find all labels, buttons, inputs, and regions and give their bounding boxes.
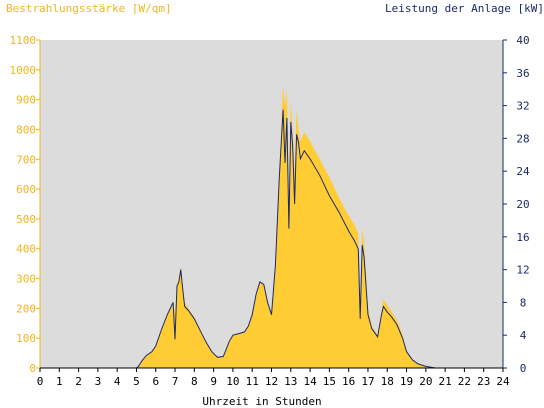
power-line (40, 109, 503, 369)
x-tick-label: 16 (342, 375, 355, 388)
x-tick-label: 20 (419, 375, 432, 388)
x-tick-label: 12 (265, 375, 278, 388)
x-tick-label: 22 (458, 375, 471, 388)
right-tick-label: 36 (516, 67, 529, 80)
left-tick-label: 1100 (10, 34, 37, 47)
x-tick-label: 11 (246, 375, 259, 388)
x-tick-label: 3 (95, 375, 102, 388)
left-tick-label: 100 (16, 332, 36, 345)
left-tick-label: 900 (16, 94, 36, 107)
left-tick-label: 200 (16, 302, 36, 315)
x-tick-label: 8 (191, 375, 198, 388)
left-tick-label: 400 (16, 243, 36, 256)
right-tick-label: 0 (520, 362, 527, 375)
left-tick-label: 1000 (10, 64, 37, 77)
right-tick-label: 32 (516, 100, 529, 113)
right-tick-label: 40 (516, 34, 529, 47)
x-tick-label: 0 (37, 375, 44, 388)
right-tick-label: 20 (516, 198, 529, 211)
x-tick-label: 21 (439, 375, 452, 388)
left-tick-label: 800 (16, 123, 36, 136)
x-tick-label: 19 (400, 375, 413, 388)
right-tick-label: 16 (516, 231, 529, 244)
right-tick-label: 8 (520, 296, 527, 309)
x-tick-label: 10 (226, 375, 239, 388)
right-tick-label: 12 (516, 264, 529, 277)
right-tick-label: 4 (520, 329, 527, 342)
left-tick-label: 600 (16, 183, 36, 196)
x-tick-label: 2 (75, 375, 82, 388)
left-tick-label: 500 (16, 213, 36, 226)
x-tick-label: 18 (381, 375, 394, 388)
x-tick-label: 23 (477, 375, 490, 388)
x-tick-label: 5 (133, 375, 140, 388)
left-axis-title: Bestrahlungsstärke [W/qm] (6, 2, 172, 15)
right-axis-title: Leistung der Anlage [kW] (385, 2, 544, 15)
x-tick-label: 6 (152, 375, 159, 388)
x-tick-label: 1 (56, 375, 63, 388)
x-tick-label: 13 (284, 375, 297, 388)
right-tick-label: 28 (516, 132, 529, 145)
left-tick-label: 700 (16, 153, 36, 166)
x-tick-label: 4 (114, 375, 121, 388)
right-tick-label: 24 (516, 165, 530, 178)
left-tick-label: 300 (16, 273, 36, 286)
x-tick-label: 15 (323, 375, 336, 388)
x-tick-label: 7 (172, 375, 179, 388)
x-tick-label: 24 (496, 375, 510, 388)
x-tick-label: 14 (303, 375, 317, 388)
left-tick-label: 0 (29, 362, 36, 375)
x-axis-label: Uhrzeit in Stunden (202, 395, 321, 408)
x-tick-label: 17 (361, 375, 374, 388)
x-tick-label: 9 (210, 375, 217, 388)
